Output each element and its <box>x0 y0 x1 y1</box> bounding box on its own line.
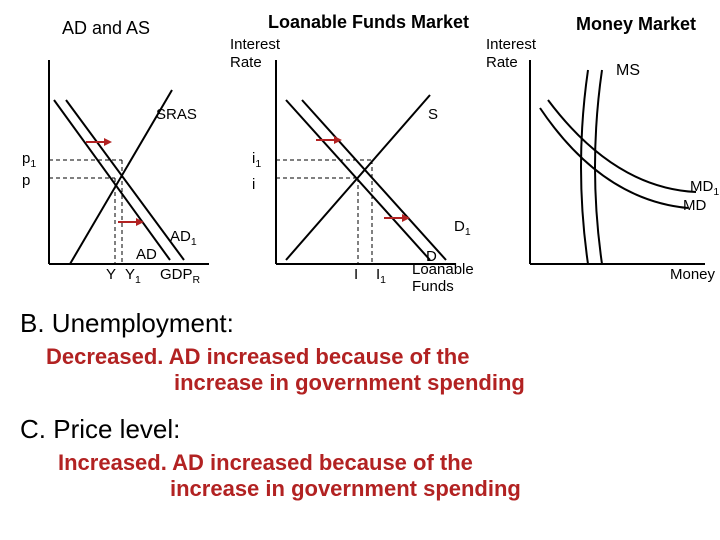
title-mm: Money Market <box>576 14 696 35</box>
big-i-label: I <box>354 266 358 283</box>
money-label: Money <box>670 266 715 283</box>
ad1-label: AD1 <box>170 228 197 248</box>
section-b-line2: increase in government spending <box>174 370 525 396</box>
y1-label: Y1 <box>125 266 141 286</box>
loanable-funds-label: LoanableFunds <box>412 262 474 295</box>
i1-label: i1 <box>252 150 261 170</box>
md1-label: MD1 <box>690 178 719 198</box>
md-label: MD <box>683 197 706 214</box>
gdpr-label: GDPR <box>160 266 200 286</box>
big-i1-label: I1 <box>376 266 386 286</box>
p-label: p <box>22 172 30 189</box>
lfm-irate-2: Rate <box>230 54 262 71</box>
title-ad-as: AD and AS <box>62 18 150 39</box>
section-b-line1: Decreased. AD increased because of the <box>46 344 469 370</box>
mm-irate-2: Rate <box>486 54 518 71</box>
ms-label: MS <box>616 62 640 80</box>
section-c-line2: increase in government spending <box>170 476 521 502</box>
sras-label: SRAS <box>156 106 197 123</box>
mm-irate-1: Interest <box>486 36 536 53</box>
title-lfm: Loanable Funds Market <box>268 12 469 33</box>
s-label: S <box>428 106 438 123</box>
section-b-heading: B. Unemployment: <box>20 308 234 339</box>
y-label: Y <box>106 266 116 283</box>
section-c-heading: C. Price level: <box>20 414 180 445</box>
i-label: i <box>252 176 255 193</box>
ad-label: AD <box>136 246 157 263</box>
d1-label: D1 <box>454 218 471 238</box>
lfm-irate-1: Interest <box>230 36 280 53</box>
section-c-line1: Increased. AD increased because of the <box>58 450 473 476</box>
p1-label: p1 <box>22 150 36 170</box>
